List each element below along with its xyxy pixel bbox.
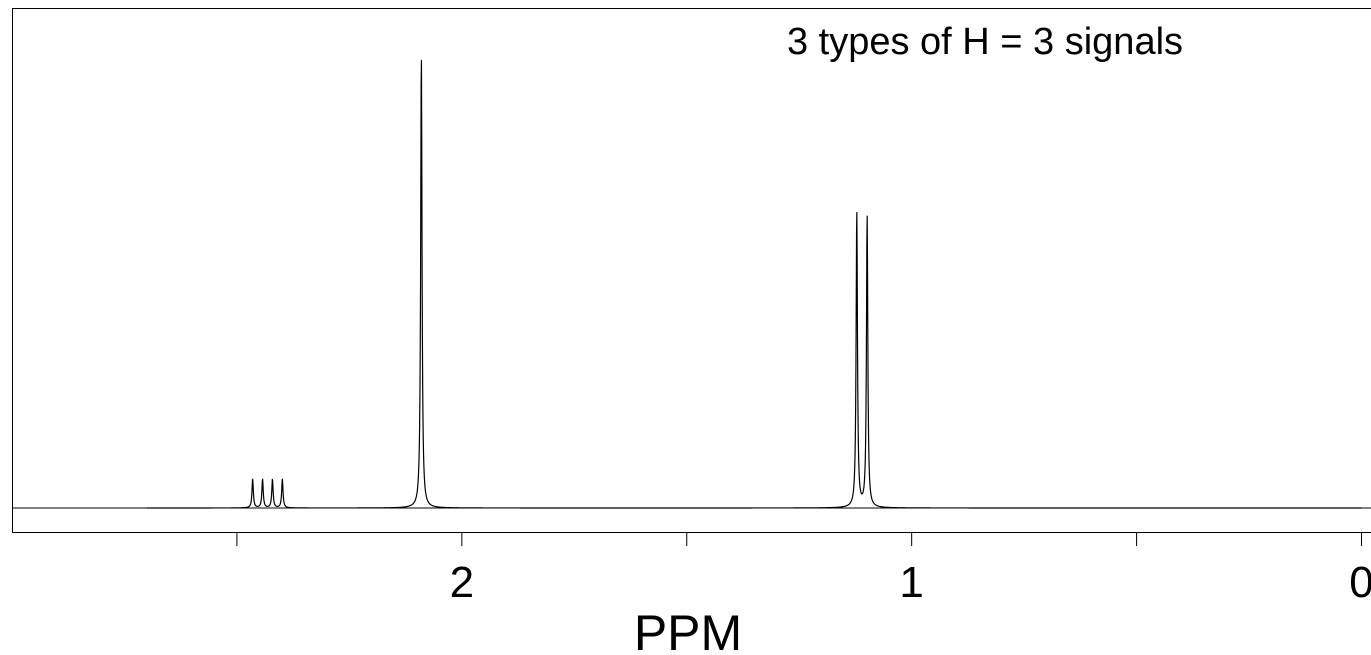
spectrum-line: [146, 59, 1362, 509]
tick-label: 2: [450, 558, 474, 607]
x-axis-tick-labels: 2 1 0: [450, 558, 1371, 607]
x-axis-ticks: [236, 532, 1362, 546]
x-axis-title: PPM: [634, 605, 742, 655]
tick-label: 1: [899, 558, 923, 607]
signal-count-annotation: 3 types of H = 3 signals: [787, 21, 1183, 63]
tick-label: 0: [1349, 558, 1371, 607]
plot-frame: [12, 8, 1371, 533]
